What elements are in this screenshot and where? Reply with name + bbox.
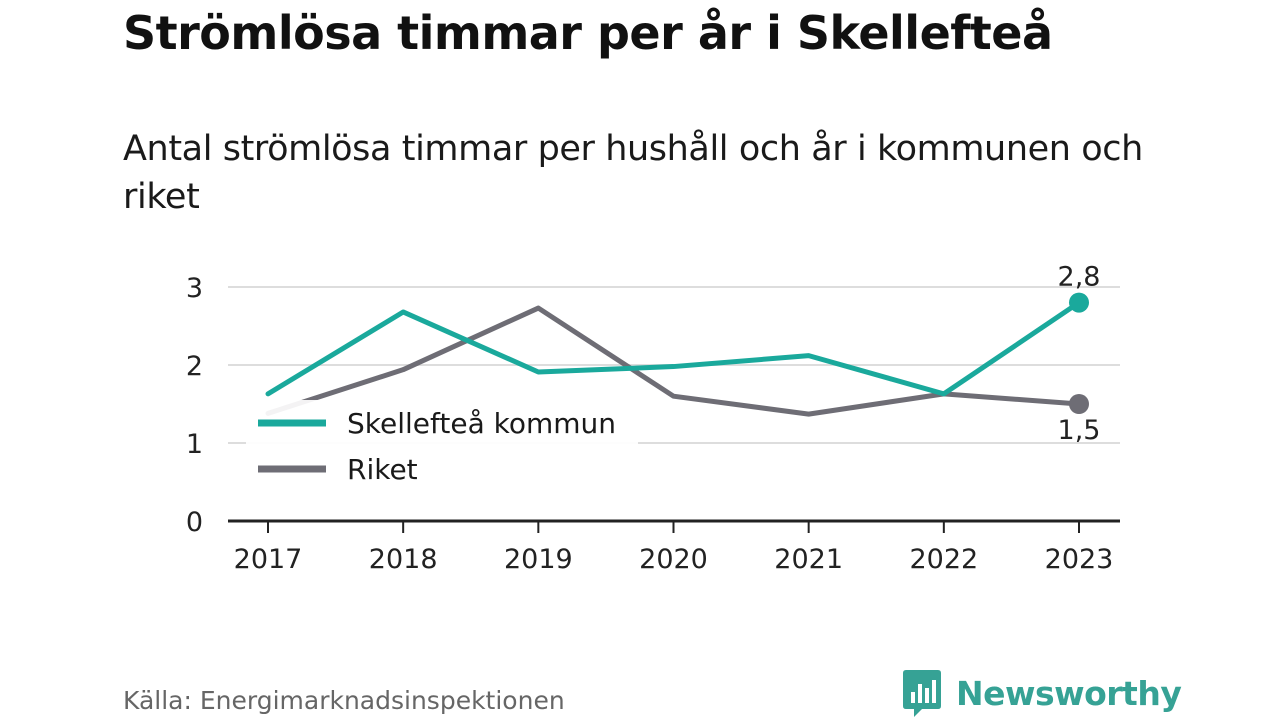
y-tick-label: 1 <box>186 429 203 460</box>
y-tick-label: 3 <box>186 273 203 304</box>
brand-logo: Newsworthy <box>902 668 1182 718</box>
x-tick-label: 2019 <box>504 544 573 575</box>
x-tick-label: 2023 <box>1045 544 1114 575</box>
brand-name: Newsworthy <box>956 673 1182 713</box>
chart-subtitle: Antal strömlösa timmar per hushåll och å… <box>123 129 1143 217</box>
series-line-riket <box>265 305 1082 417</box>
x-tick-label: 2022 <box>909 544 978 575</box>
x-tick-label: 2021 <box>774 544 843 575</box>
x-tick-label: 2018 <box>369 544 438 575</box>
x-tick-label: 2017 <box>234 544 303 575</box>
end-point-kommun <box>1069 292 1089 313</box>
legend-label-kommun: Skellefteå kommun <box>347 407 616 440</box>
bar-chart-speech-bubble-icon <box>903 670 941 717</box>
end-value-label-kommun: 2,8 <box>1058 262 1101 293</box>
x-tick-label: 2020 <box>639 544 708 575</box>
y-tick-label: 2 <box>186 351 203 382</box>
end-point-riket <box>1069 394 1089 414</box>
source-note: Källa: Energimarknadsinspektionen <box>123 686 565 715</box>
y-tick-label: 0 <box>186 507 203 538</box>
series-line-kommun <box>265 300 1082 397</box>
chart-title: Strömlösa timmar per år i Skellefteå <box>123 6 1053 60</box>
legend-label-riket: Riket <box>347 453 418 486</box>
end-value-label-riket: 1,5 <box>1058 415 1101 446</box>
